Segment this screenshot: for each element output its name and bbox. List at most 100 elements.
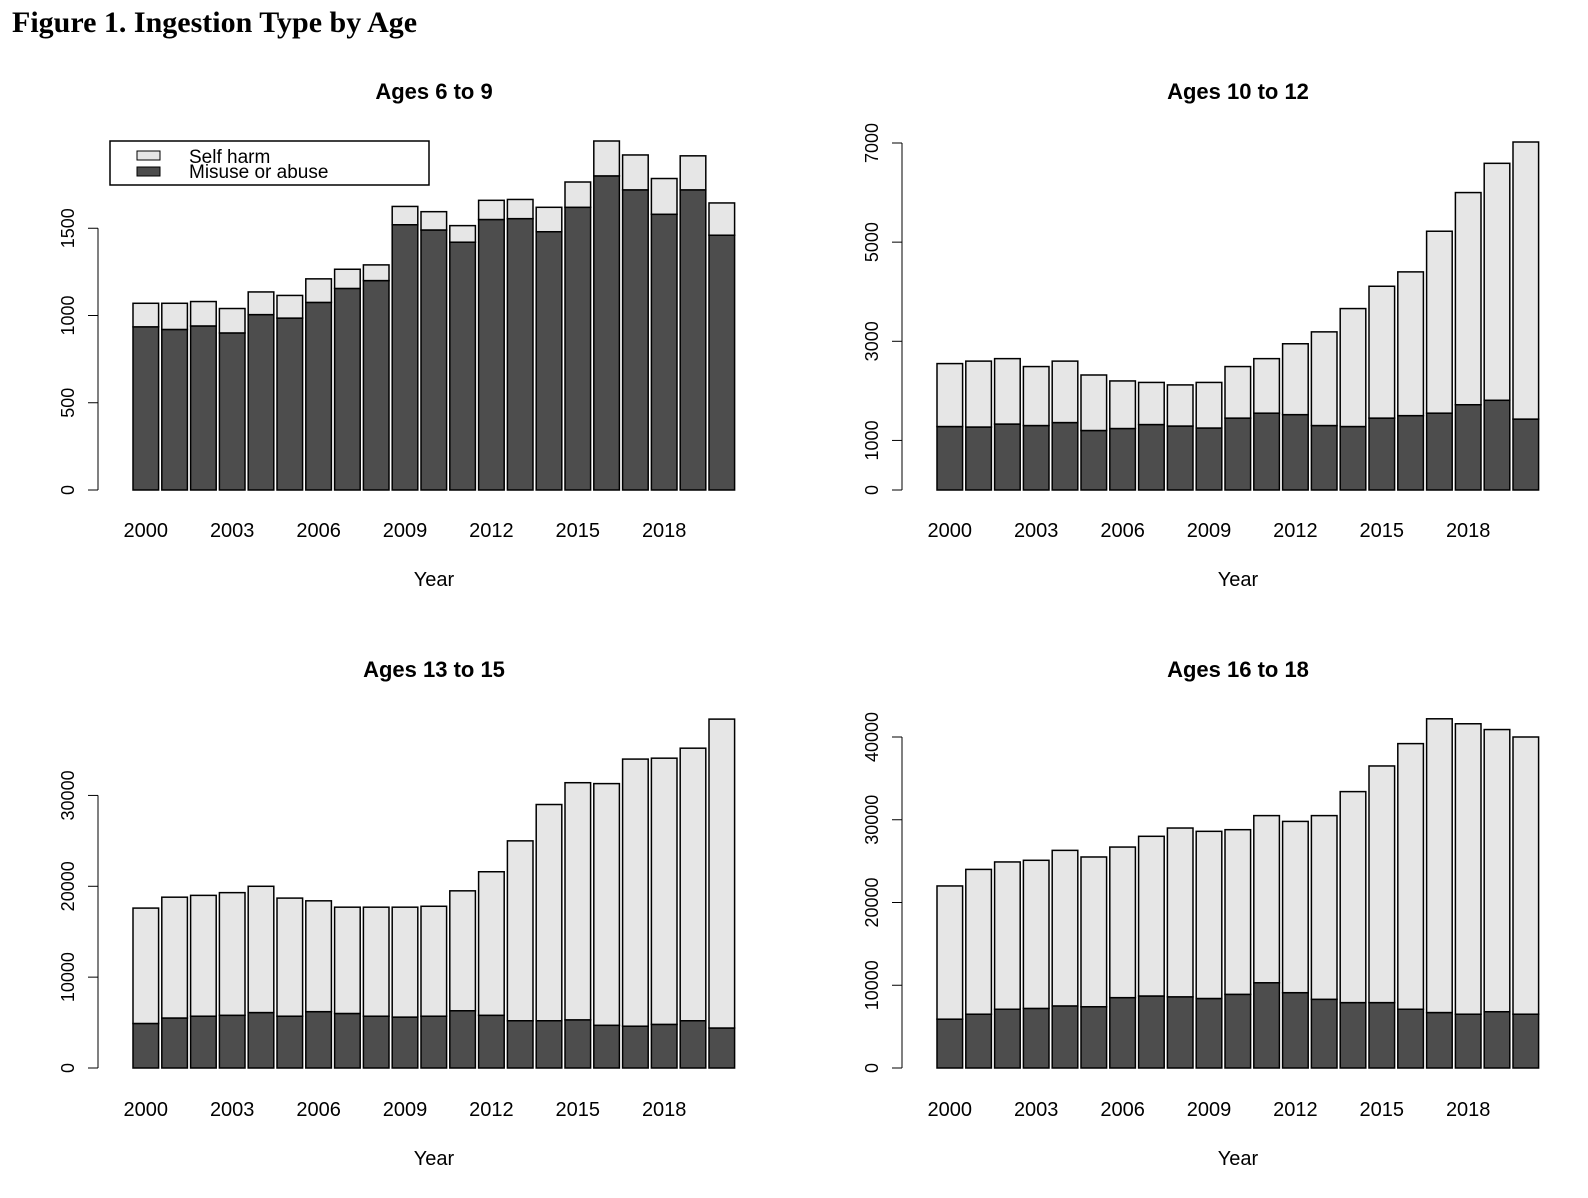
bar-misuse-2014 (535, 1020, 563, 1069)
bar-self-harm-2020 (708, 718, 736, 1029)
bar-misuse-2001 (161, 1017, 189, 1069)
bar-misuse-2006 (305, 1010, 333, 1069)
y-tick-label: 10000 (862, 960, 882, 1010)
bar-self-harm-2001 (161, 302, 189, 331)
bar-self-harm-2000 (936, 362, 964, 428)
chart-title: Ages 6 to 9 (375, 79, 492, 104)
bar-misuse-2007 (1137, 423, 1165, 491)
bar-self-harm-2002 (993, 861, 1021, 1010)
x-tick-label: 2000 (124, 1099, 169, 1121)
x-tick-label: 2006 (1100, 1099, 1145, 1121)
x-tick-label: 2003 (210, 1099, 255, 1121)
y-tick-label: 10000 (58, 952, 78, 1002)
bar-self-harm-2011 (1253, 814, 1281, 984)
x-tick-label: 2000 (928, 520, 973, 542)
bar-self-harm-2017 (621, 154, 649, 191)
bar-self-harm-2009 (391, 205, 419, 226)
bar-misuse-2006 (1109, 996, 1137, 1069)
x-axis-label: Year (1218, 569, 1259, 591)
bar-self-harm-2005 (276, 294, 304, 319)
bar-self-harm-2007 (1137, 835, 1165, 997)
bar-self-harm-2015 (1368, 765, 1396, 1004)
bar-self-harm-2019 (1483, 728, 1511, 1013)
bar-self-harm-2011 (449, 890, 477, 1012)
bar-misuse-2008 (362, 1015, 390, 1069)
legend-label-self-harm: Self harm (189, 147, 270, 168)
bar-misuse-2003 (1022, 424, 1050, 491)
bar-self-harm-2000 (936, 885, 964, 1020)
bar-self-harm-2012 (1281, 343, 1309, 416)
bar-self-harm-2014 (535, 206, 563, 233)
bar-self-harm-2005 (1080, 856, 1108, 1008)
bar-misuse-2000 (132, 1022, 160, 1069)
x-tick-label: 2015 (1360, 1099, 1405, 1121)
bar-misuse-2004 (247, 313, 275, 491)
bar-misuse-2020 (1512, 1013, 1540, 1069)
bar-self-harm-2016 (1397, 271, 1425, 417)
bar-self-harm-2003 (1022, 859, 1050, 1010)
bar-misuse-2009 (391, 224, 419, 491)
bar-misuse-2020 (1512, 418, 1540, 491)
bar-misuse-2011 (1253, 982, 1281, 1069)
bar-misuse-2001 (965, 426, 993, 491)
bar-misuse-2020 (708, 234, 736, 491)
y-tick-label: 7000 (862, 123, 882, 163)
bar-self-harm-2000 (132, 907, 160, 1025)
bar-misuse-2010 (1224, 993, 1252, 1069)
x-tick-label: 2018 (642, 520, 687, 542)
y-tick-label: 500 (58, 388, 78, 418)
bar-misuse-2003 (1022, 1007, 1050, 1069)
bar-self-harm-2002 (993, 357, 1021, 425)
bar-misuse-2000 (936, 425, 964, 491)
x-tick-label: 2018 (1446, 520, 1491, 542)
bar-self-harm-2017 (621, 758, 649, 1027)
bar-misuse-2010 (420, 1015, 448, 1069)
legend-swatch-misuse (136, 166, 161, 177)
bar-misuse-2016 (1397, 1008, 1425, 1069)
bar-self-harm-2004 (1051, 360, 1079, 424)
bar-misuse-2017 (1425, 1011, 1453, 1069)
x-tick-label: 2009 (1187, 1099, 1232, 1121)
bar-misuse-2010 (420, 229, 448, 491)
bar-misuse-2007 (1137, 995, 1165, 1069)
bar-misuse-2019 (679, 189, 707, 491)
bar-misuse-2010 (1224, 417, 1252, 491)
x-tick-label: 2012 (469, 1099, 514, 1121)
bar-self-harm-2018 (650, 757, 678, 1026)
bar-self-harm-2002 (189, 894, 217, 1017)
bar-self-harm-2004 (247, 291, 275, 316)
x-axis-label: Year (1218, 1148, 1259, 1170)
bar-misuse-2006 (1109, 427, 1137, 491)
bar-self-harm-2001 (161, 896, 189, 1019)
bar-self-harm-2013 (506, 840, 534, 1022)
x-tick-label: 2000 (124, 520, 169, 542)
bar-self-harm-2011 (449, 224, 477, 243)
bar-misuse-2008 (1166, 425, 1194, 491)
bar-self-harm-2004 (247, 885, 275, 1014)
bar-misuse-2015 (564, 1019, 592, 1069)
x-tick-label: 2015 (556, 1099, 601, 1121)
bar-misuse-2013 (506, 217, 534, 491)
bar-self-harm-2007 (333, 906, 361, 1015)
bar-self-harm-2006 (305, 900, 333, 1013)
bar-self-harm-2008 (1166, 384, 1194, 427)
bar-self-harm-2009 (1195, 381, 1223, 429)
bar-misuse-2001 (161, 328, 189, 491)
bar-self-harm-2009 (1195, 830, 1223, 1000)
bar-self-harm-2001 (965, 360, 993, 428)
bar-self-harm-2011 (1253, 357, 1281, 414)
bar-self-harm-2008 (1166, 827, 1194, 998)
bar-misuse-2011 (449, 241, 477, 491)
bar-misuse-2012 (1281, 413, 1309, 491)
bar-misuse-2000 (936, 1018, 964, 1069)
chart-title: Ages 10 to 12 (1167, 79, 1309, 104)
bar-self-harm-2018 (1454, 191, 1482, 406)
bar-self-harm-2010 (1224, 365, 1252, 419)
bar-misuse-2016 (593, 1024, 621, 1069)
x-tick-label: 2012 (1273, 520, 1318, 542)
y-tick-label: 3000 (862, 321, 882, 361)
bar-self-harm-2006 (305, 278, 333, 304)
x-tick-label: 2012 (469, 520, 514, 542)
bar-self-harm-2019 (1483, 162, 1511, 402)
